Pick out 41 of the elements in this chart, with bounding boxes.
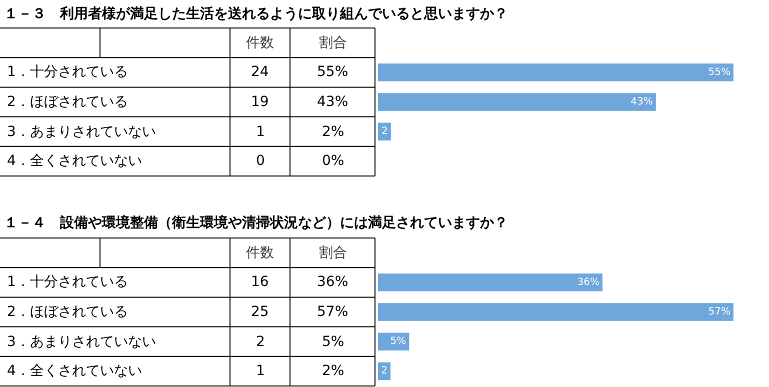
text: 57% — [317, 304, 348, 320]
text: 1 — [256, 363, 265, 379]
bar — [378, 362, 390, 380]
text: 19 — [251, 94, 269, 110]
text: 0% — [322, 153, 344, 169]
bar — [378, 303, 734, 321]
text: 43% — [317, 94, 348, 110]
data-label: 5% — [390, 336, 406, 348]
data-label: 57% — [708, 306, 730, 318]
text: 件数 — [246, 245, 274, 261]
y-tick-label: 3．あまりされていない — [7, 334, 156, 350]
y-tick-label: 2．ほぼされている — [7, 304, 128, 320]
text: 16 — [251, 274, 269, 290]
bar — [378, 332, 410, 350]
text: 2% — [322, 363, 344, 379]
text: 25 — [251, 304, 269, 320]
data-label: 2 — [381, 366, 388, 377]
text: １－４ 設備や環境整備（衛生環境や清掃状況など）には満足されていますか？ — [4, 214, 508, 231]
bar — [378, 274, 602, 292]
text: 件数 — [246, 35, 274, 51]
text: 2% — [322, 124, 344, 140]
data-label: 36% — [577, 276, 600, 288]
text: 55% — [317, 64, 348, 80]
data-label: 43% — [630, 96, 653, 108]
text: １－３ 利用者様が満足した生活を送れるように取り組んでいると思いますか？ — [4, 6, 508, 22]
data-label: 2 — [382, 126, 388, 138]
text: 2 — [256, 334, 265, 350]
y-tick-label: 1．十分されている — [7, 274, 128, 290]
y-tick-label: 1．十分されている — [7, 64, 128, 80]
text: 1 — [256, 124, 265, 140]
text: 割合 — [319, 245, 347, 261]
text: 36% — [317, 274, 348, 290]
y-tick-label: 4．全くされていない — [7, 153, 142, 169]
text: 24 — [251, 64, 269, 80]
y-tick-label: 3．あまりされていない — [7, 124, 156, 140]
text: 0 — [256, 153, 265, 169]
data-label: 55% — [708, 66, 730, 78]
y-tick-label: 2．ほぼされている — [7, 94, 128, 110]
text: 5% — [322, 334, 344, 350]
text: 割合 — [319, 35, 347, 51]
y-tick-label: 4．全くされていない — [7, 363, 142, 379]
